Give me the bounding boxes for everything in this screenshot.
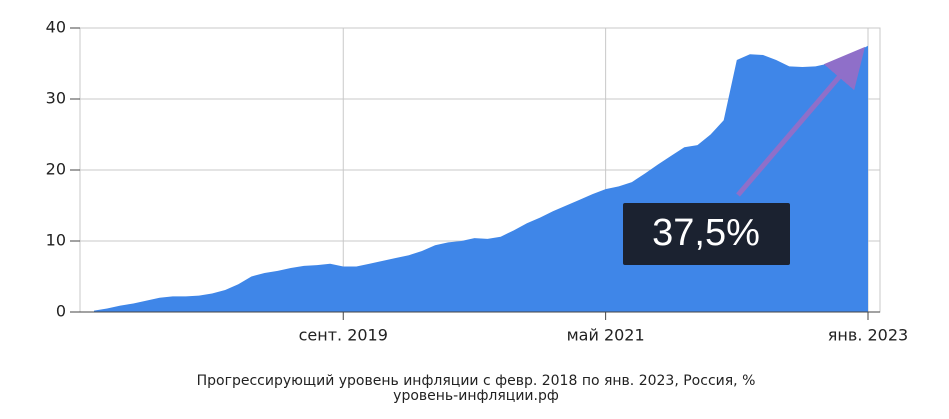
x-tick-label: янв. 2023 — [828, 326, 908, 345]
annotation-box — [623, 203, 790, 265]
arrow — [736, 46, 866, 197]
y-tick-label: 20 — [46, 160, 66, 179]
caption: уровень-инфляции.рф — [393, 388, 559, 404]
x-tick-label: май 2021 — [567, 326, 645, 345]
caption: Прогрессирующий уровень инфляции с февр.… — [197, 373, 756, 389]
y-tick-label: 40 — [46, 18, 66, 37]
y-tick-label: 0 — [56, 302, 66, 321]
y-tick-label: 10 — [46, 231, 66, 250]
y-tick-label: 30 — [46, 89, 66, 108]
annotation: 37,5% — [652, 212, 760, 254]
x-tick-label: сент. 2019 — [299, 326, 388, 345]
